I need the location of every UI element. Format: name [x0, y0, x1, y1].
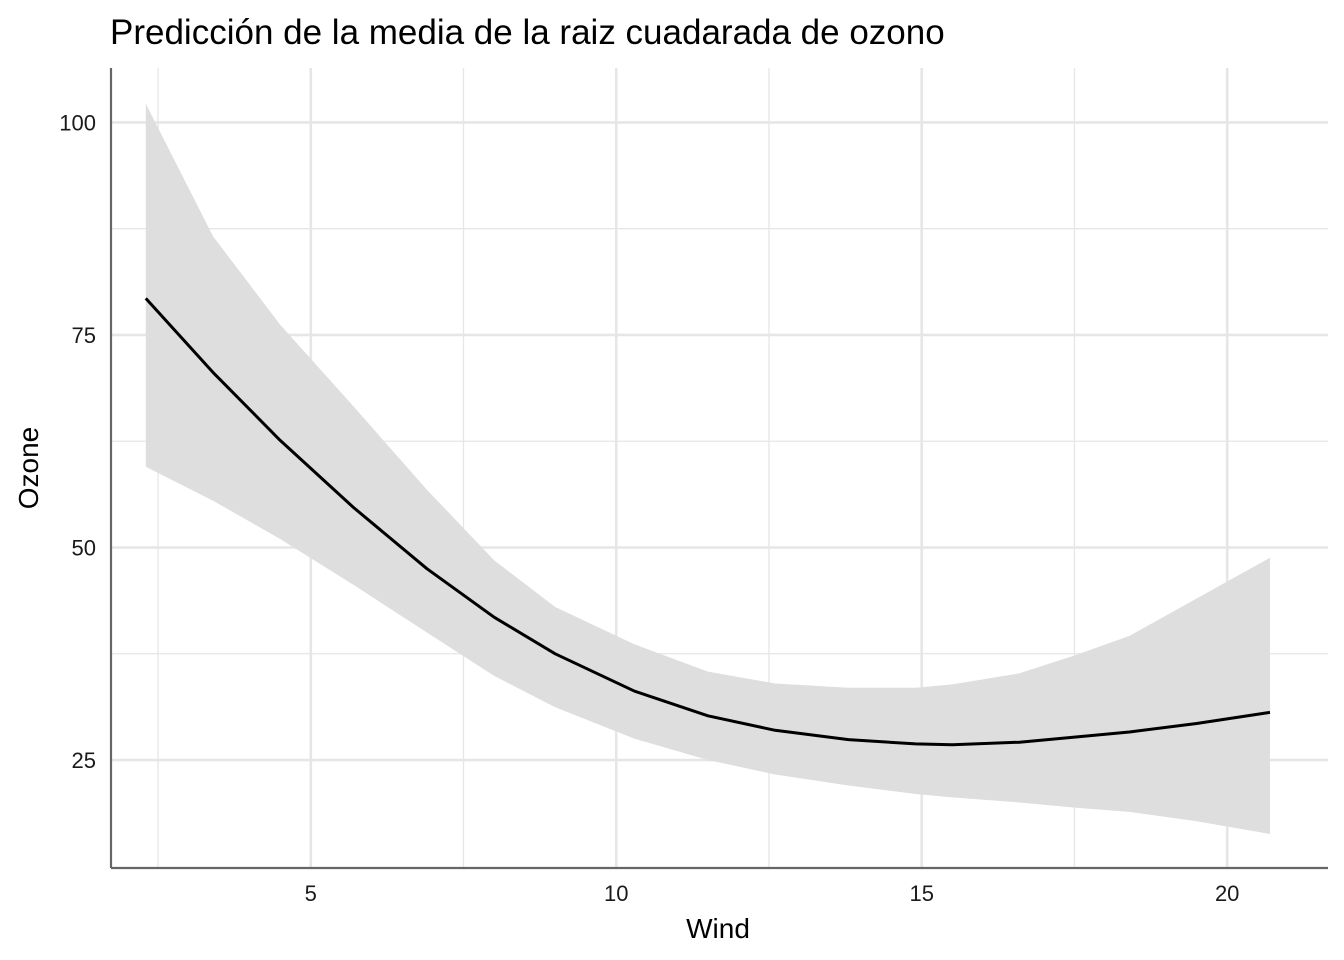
x-tick-label: 10: [604, 881, 628, 906]
y-tick-label: 50: [72, 535, 96, 560]
y-tick-label: 100: [59, 110, 96, 135]
y-axis-ticks: 25 50 75 100: [59, 110, 96, 773]
confidence-band: [145, 103, 1270, 834]
axes: [109, 68, 1328, 870]
y-axis-title: Ozone: [13, 427, 44, 510]
x-axis-title: Wind: [686, 913, 750, 944]
fit-line: [144, 297, 1271, 747]
y-tick-label: 25: [72, 748, 96, 773]
x-tick-label: 15: [909, 881, 933, 906]
x-tick-label: 5: [305, 881, 317, 906]
chart-title: Predicción de la media de la raiz cuadar…: [110, 13, 945, 52]
x-tick-label: 20: [1215, 881, 1239, 906]
x-axis-ticks: 5 10 15 20: [305, 881, 1240, 906]
y-tick-label: 75: [72, 323, 96, 348]
series-line: [144, 297, 1271, 747]
confidence-band-area: [145, 103, 1270, 834]
